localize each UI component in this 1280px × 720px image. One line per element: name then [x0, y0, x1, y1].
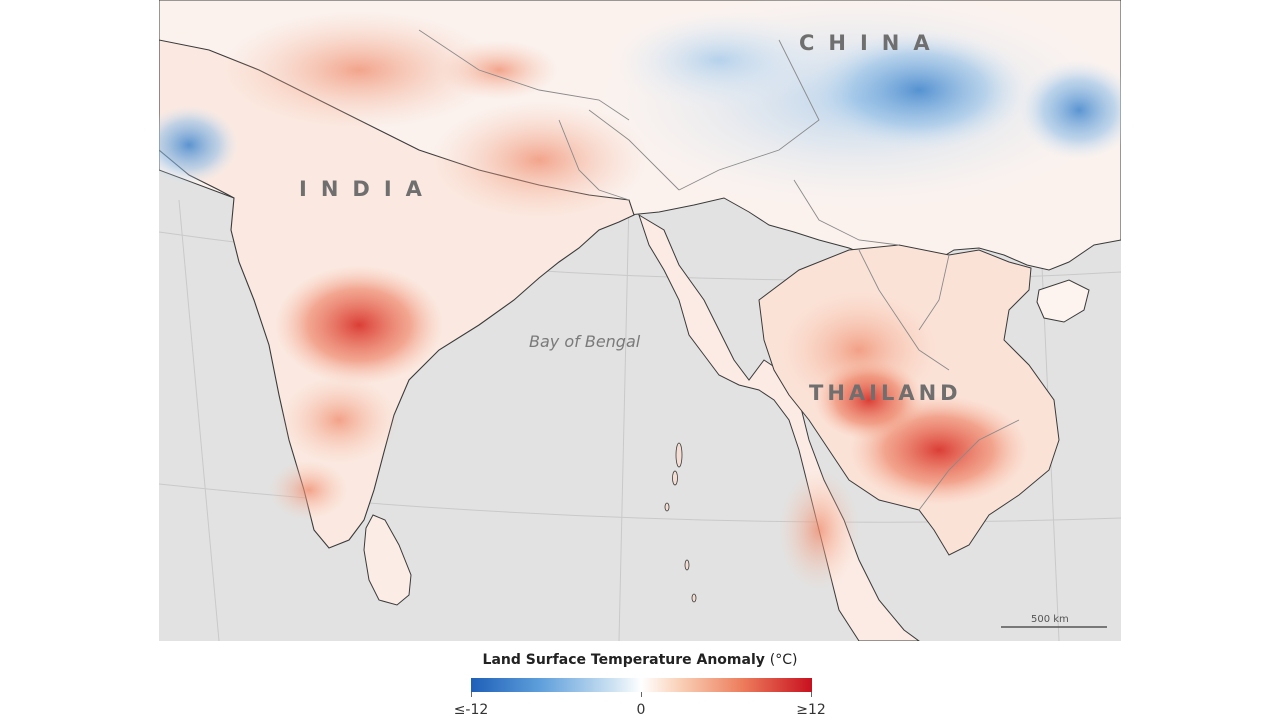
legend-title: Land Surface Temperature Anomaly (°C)	[440, 652, 840, 668]
legend-unit: (°C)	[769, 652, 798, 668]
scale-bar: 500 km	[1001, 614, 1107, 628]
scale-bar-label: 500 km	[1031, 614, 1069, 625]
legend-title-text: Land Surface Temperature Anomaly	[482, 652, 765, 668]
label-china: CHINA	[799, 31, 944, 55]
map-svg: CHINA INDIA THAILAND Bay of Bengal 500 k…	[159, 0, 1121, 641]
legend-color-bar	[471, 678, 812, 692]
legend-tick-mid	[641, 692, 642, 697]
andaman-islands	[664, 442, 697, 603]
legend: Land Surface Temperature Anomaly (°C) ≤-…	[440, 650, 840, 720]
label-india: INDIA	[299, 177, 436, 201]
legend-max-label: ≥12	[796, 702, 826, 718]
legend-mid-label: 0	[636, 702, 646, 718]
legend-min-label: ≤-12	[453, 702, 489, 718]
anomaly-overlay	[159, 0, 1121, 590]
label-bay-of-bengal: Bay of Bengal	[529, 332, 641, 351]
legend-tick-min	[471, 692, 472, 697]
borders	[418, 29, 1020, 511]
map-panel: CHINA INDIA THAILAND Bay of Bengal 500 k…	[159, 0, 1121, 641]
sri-lanka	[363, 514, 412, 606]
legend-tick-max	[811, 692, 812, 697]
hainan-island	[1036, 279, 1090, 323]
label-thailand: THAILAND	[809, 381, 962, 405]
